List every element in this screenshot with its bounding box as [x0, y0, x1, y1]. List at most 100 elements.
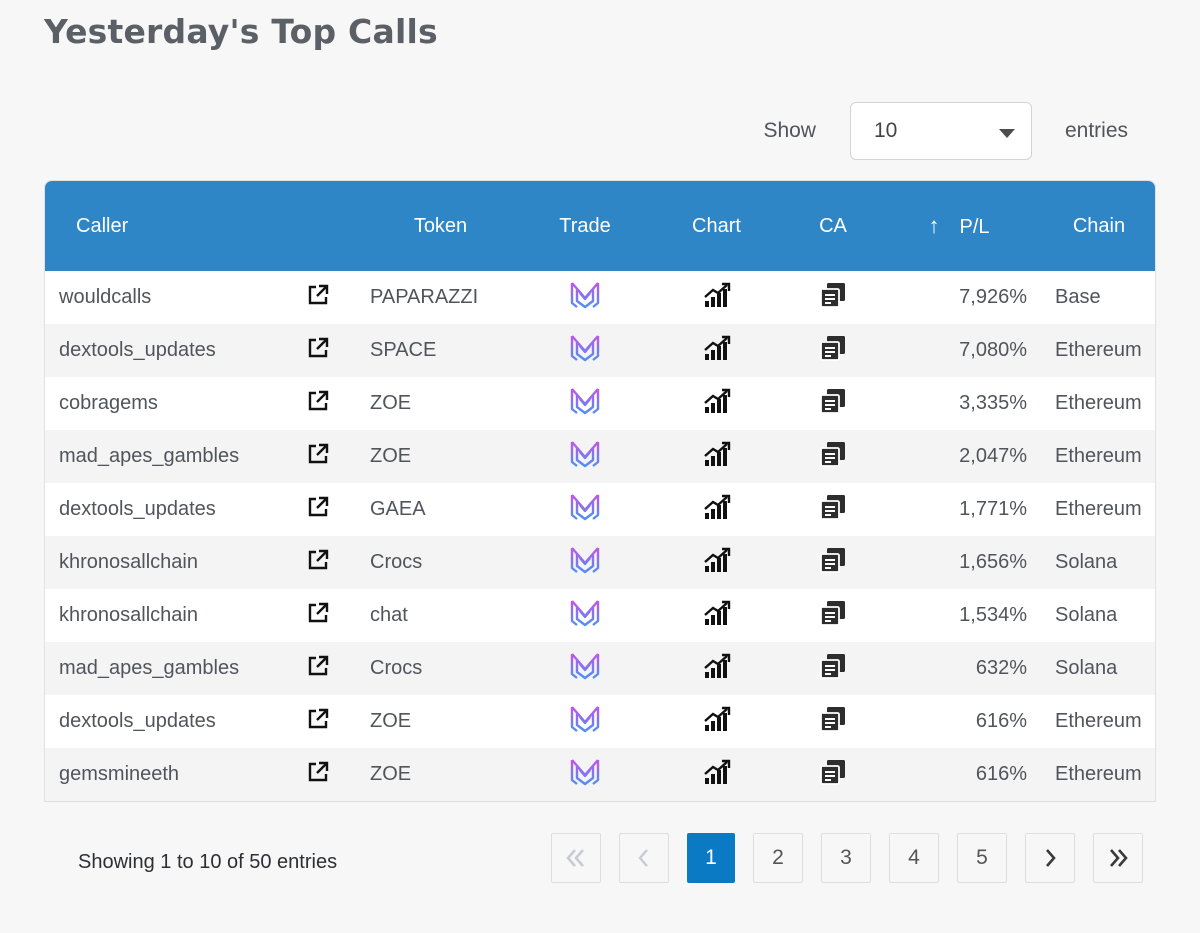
header-caller[interactable]: Caller [76, 214, 129, 237]
external-link-icon[interactable] [306, 601, 330, 631]
calls-table-container: Caller Token Trade Chart CA ↑ P/L Chain w… [44, 180, 1156, 802]
external-link-icon[interactable] [306, 389, 330, 419]
previous-page-button[interactable] [619, 833, 669, 883]
caller-name[interactable]: wouldcalls [59, 286, 152, 308]
header-chain[interactable]: Chain [1072, 214, 1126, 237]
page-4-button[interactable]: 4 [889, 833, 939, 883]
header-token[interactable]: Token [413, 214, 468, 237]
entries-select[interactable]: 10 [849, 102, 1032, 160]
trade-logo-icon[interactable] [568, 438, 602, 476]
table-row: gemsmineeth ZOE 616% Ethereum [45, 748, 1155, 801]
token-name: SPACE [370, 339, 437, 361]
trade-logo-icon[interactable] [568, 332, 602, 370]
token-name: GAEA [370, 498, 426, 520]
page-1-button[interactable]: 1 [687, 833, 735, 883]
chart-growth-icon[interactable] [703, 335, 731, 367]
table-info: Showing 1 to 10 of 50 entries [78, 851, 338, 873]
trade-logo-icon[interactable] [568, 544, 602, 582]
next-page-button[interactable] [1025, 833, 1075, 883]
token-name: Crocs [370, 551, 423, 573]
header-chart[interactable]: Chart [692, 214, 741, 237]
copy-icon[interactable] [819, 387, 847, 421]
external-link-icon[interactable] [306, 336, 330, 366]
trade-logo-icon[interactable] [568, 491, 602, 529]
trade-logo-icon[interactable] [568, 650, 602, 688]
token-name: ZOE [370, 763, 412, 785]
page-5-button[interactable]: 5 [957, 833, 1007, 883]
token-name: ZOE [370, 392, 412, 414]
chart-growth-icon[interactable] [703, 441, 731, 473]
copy-icon[interactable] [819, 652, 847, 686]
copy-icon[interactable] [819, 440, 847, 474]
first-page-button[interactable] [551, 833, 601, 883]
header-pl-label: P/L [959, 216, 990, 238]
caller-name[interactable]: dextools_updates [59, 339, 216, 361]
header-pl[interactable]: ↑ P/L [877, 181, 1041, 271]
chart-growth-icon[interactable] [703, 282, 731, 314]
copy-icon[interactable] [819, 546, 847, 580]
caller-name[interactable]: mad_apes_gambles [59, 445, 240, 467]
table-row: dextools_updates GAEA 1,771% Ethereum [45, 483, 1155, 536]
chart-growth-icon[interactable] [703, 653, 731, 685]
trade-logo-icon[interactable] [568, 756, 602, 794]
token-name: PAPARAZZI [370, 286, 479, 308]
header-trade[interactable]: Trade [559, 214, 611, 237]
caller-name[interactable]: dextools_updates [59, 710, 216, 732]
external-link-icon[interactable] [306, 495, 330, 525]
copy-icon[interactable] [819, 599, 847, 633]
external-link-icon[interactable] [306, 654, 330, 684]
token-name: ZOE [370, 445, 412, 467]
pl-value: 7,926% [959, 286, 1027, 308]
chain-name: Solana [1055, 604, 1118, 626]
pl-value: 2,047% [959, 445, 1027, 467]
external-link-icon[interactable] [306, 760, 330, 790]
entries-select-value: 10 [873, 119, 898, 142]
chain-name: Ethereum [1055, 392, 1142, 414]
copy-icon[interactable] [819, 334, 847, 368]
caller-name[interactable]: gemsmineeth [59, 763, 180, 785]
pl-value: 616% [975, 763, 1027, 785]
trade-logo-icon[interactable] [568, 597, 602, 635]
caller-name[interactable]: mad_apes_gambles [59, 657, 240, 679]
external-link-icon[interactable] [306, 707, 330, 737]
last-page-button[interactable] [1093, 833, 1143, 883]
table-header-row: Caller Token Trade Chart CA ↑ P/L Chain [45, 181, 1155, 271]
external-link-icon[interactable] [306, 548, 330, 578]
copy-icon[interactable] [819, 493, 847, 527]
chart-growth-icon[interactable] [703, 494, 731, 526]
token-name: chat [370, 604, 408, 626]
double-chevron-left-icon [566, 849, 584, 867]
pl-value: 1,534% [959, 604, 1027, 626]
table-row: cobragems ZOE 3,335% Ethereum [45, 377, 1155, 430]
chain-name: Base [1055, 286, 1101, 308]
chain-name: Ethereum [1055, 498, 1142, 520]
page-3-button[interactable]: 3 [821, 833, 871, 883]
caller-name[interactable]: khronosallchain [59, 604, 198, 626]
pl-value: 7,080% [959, 339, 1027, 361]
length-control: Show 10 entries [763, 102, 1128, 160]
caller-name[interactable]: dextools_updates [59, 498, 216, 520]
chevron-right-icon [1046, 849, 1056, 867]
external-link-icon[interactable] [306, 442, 330, 472]
chart-growth-icon[interactable] [703, 547, 731, 579]
chart-growth-icon[interactable] [703, 759, 731, 791]
trade-logo-icon[interactable] [568, 385, 602, 423]
table-row: dextools_updates SPACE 7,080% Ethereum [45, 324, 1155, 377]
copy-icon[interactable] [819, 705, 847, 739]
caller-name[interactable]: khronosallchain [59, 551, 198, 573]
trade-logo-icon[interactable] [568, 279, 602, 317]
external-link-icon[interactable] [306, 283, 330, 313]
chart-growth-icon[interactable] [703, 388, 731, 420]
copy-icon[interactable] [819, 758, 847, 792]
trade-logo-icon[interactable] [568, 703, 602, 741]
caller-name[interactable]: cobragems [59, 392, 158, 414]
page-2-button[interactable]: 2 [753, 833, 803, 883]
chain-name: Solana [1055, 551, 1118, 573]
copy-icon[interactable] [819, 281, 847, 315]
token-name: Crocs [370, 657, 423, 679]
chart-growth-icon[interactable] [703, 600, 731, 632]
token-name: ZOE [370, 710, 412, 732]
chart-growth-icon[interactable] [703, 706, 731, 738]
header-ca[interactable]: CA [819, 214, 847, 237]
